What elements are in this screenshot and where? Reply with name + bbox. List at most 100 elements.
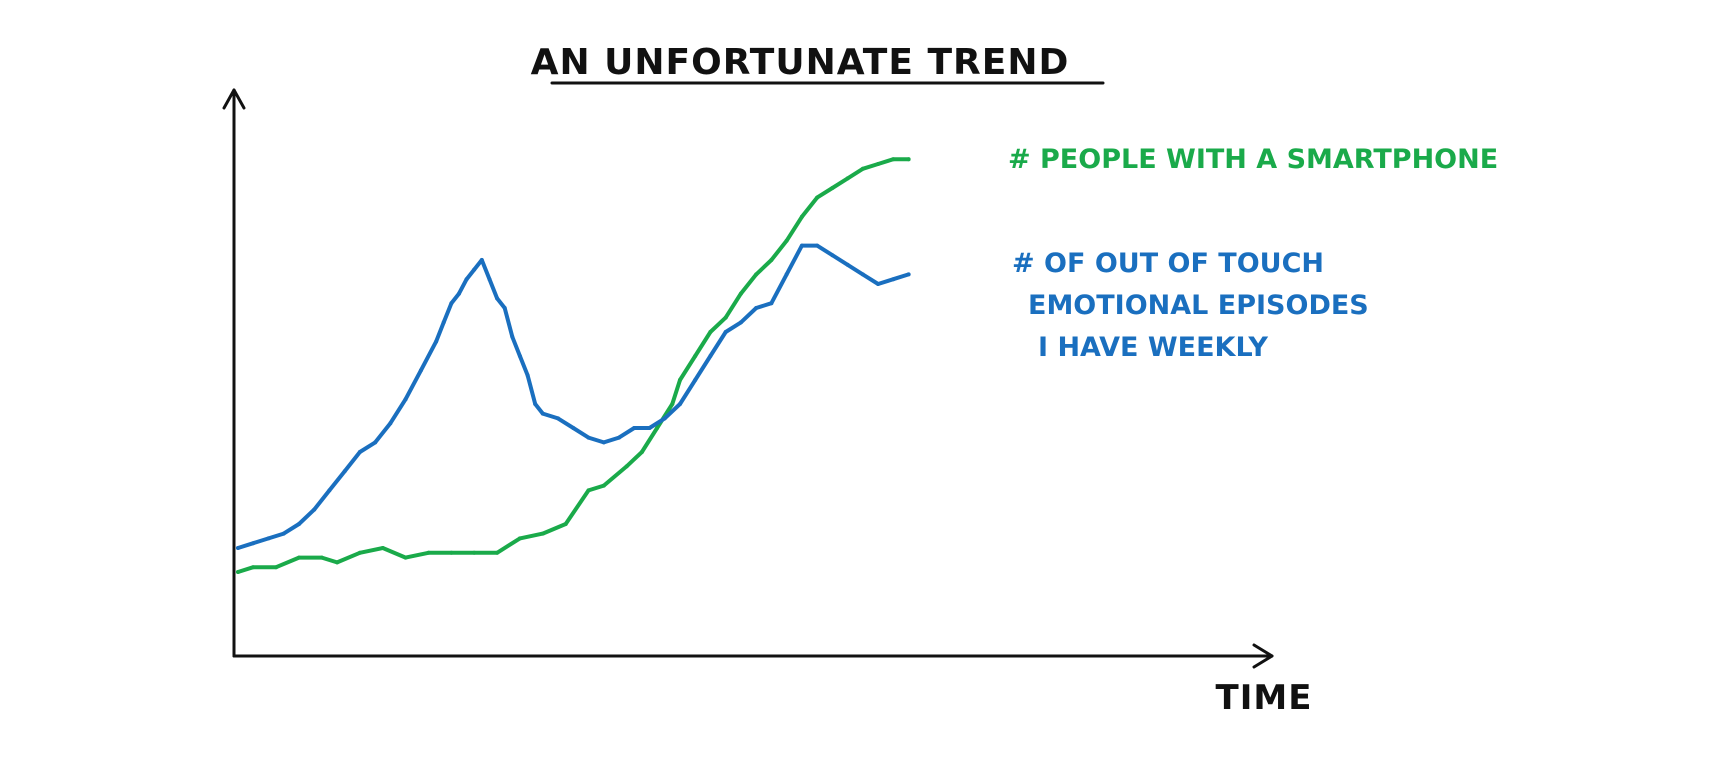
series-2-point [327, 488, 332, 493]
series-1-point [357, 550, 362, 555]
series-2-point [647, 426, 652, 430]
series-1-point [693, 354, 698, 358]
series-1-point [563, 522, 568, 526]
series-2-point [845, 262, 850, 267]
series-2-point [799, 243, 804, 248]
series-1-point [754, 272, 759, 277]
series-2-point [502, 306, 507, 310]
series-1-point [769, 258, 774, 262]
y-axis-arrowhead [222, 88, 246, 110]
series-1-point [860, 166, 865, 171]
series-2-point [784, 272, 789, 277]
series-2-point [906, 272, 911, 277]
series-2-point [403, 397, 408, 402]
series-1-point [670, 402, 675, 406]
series-2: # OF OUT OF TOUCH EMOTIONAL EPISODES I HAV… [236, 243, 1369, 550]
x-axis-arrowhead [1252, 643, 1274, 669]
series-1-point [906, 157, 911, 162]
series-2-point [357, 450, 362, 454]
series-1-point [723, 315, 728, 320]
series-2-point [236, 546, 240, 550]
series-1-point [472, 550, 477, 555]
series-2-point [540, 411, 545, 416]
series-1-label-line-1: # PEOPLE WITH A SMARTPHONE [1008, 144, 1498, 175]
series-2-point [472, 267, 477, 272]
series-2-point [297, 522, 301, 526]
series-2-point [388, 421, 393, 426]
series-1-point [274, 565, 279, 570]
series-2-point [876, 282, 881, 286]
series-1-point [891, 157, 896, 162]
series-2-point [571, 426, 576, 430]
series-1-point [449, 550, 454, 555]
series-1: # PEOPLE WITH A SMARTPHONE [236, 144, 1498, 574]
series-1-point [251, 565, 256, 570]
series-2-point [510, 334, 515, 339]
series-1-point [738, 291, 743, 296]
series-2-label-line-2: EMOTIONAL EPISODES [1028, 290, 1369, 321]
series-2-point [266, 536, 271, 541]
series-2-point [495, 296, 500, 301]
series-1-point [678, 378, 682, 382]
series-1-point [601, 483, 606, 488]
series-2-point [586, 435, 591, 440]
series-1-point [639, 450, 644, 454]
series-1-point [815, 195, 820, 200]
series-1-point [495, 550, 500, 555]
series-2-label-line-1: # OF OUT OF TOUCH [1012, 248, 1324, 279]
series-2-point [517, 354, 522, 358]
series-2-point [632, 426, 637, 430]
series-1-point [426, 550, 431, 555]
series-2-point [708, 354, 713, 358]
series-2-point [754, 306, 759, 310]
series-2-point [601, 440, 606, 445]
series-2-point [891, 277, 896, 282]
x-axis-label: TIME [1216, 678, 1313, 718]
series-1-point [540, 531, 545, 536]
series-2-label-line-3: I HAVE WEEKLY [1038, 332, 1268, 363]
series-2-point [617, 435, 621, 440]
series-2-point [457, 291, 461, 296]
series-2-point [525, 373, 530, 378]
series-2-point [738, 320, 743, 325]
series-1-point [586, 488, 591, 493]
series-1-point [845, 176, 850, 181]
series-2-point [769, 301, 774, 306]
series-2-point [312, 507, 317, 512]
series-1-point [319, 555, 324, 560]
chart-title: AN UNFORTUNATE TREND [531, 42, 1070, 83]
series-1-point [624, 464, 629, 469]
series-2-point [434, 339, 439, 344]
series-1-point [380, 546, 385, 550]
series-1-point [799, 214, 804, 219]
series-layer: # PEOPLE WITH A SMARTPHONE # OF OUT OF TO… [236, 144, 1498, 574]
series-2-point [449, 301, 454, 306]
series-2-point [464, 277, 469, 282]
series-1-point [297, 555, 301, 560]
series-2-point [723, 330, 728, 334]
series-1-point [403, 555, 408, 560]
series-2-point [815, 243, 820, 248]
series-2-point [662, 416, 667, 421]
series-2-point [418, 368, 423, 373]
series-1-point [830, 186, 835, 190]
series-2-point [373, 440, 378, 445]
series-2-point [830, 253, 835, 258]
series-1-point [784, 238, 789, 243]
series-2-point [678, 402, 682, 406]
series-1-point [335, 560, 340, 565]
series-2-point [479, 258, 484, 262]
series-2-point [533, 402, 538, 406]
series-2-point [251, 541, 256, 546]
series-1-point [876, 162, 881, 166]
series-2-point [441, 320, 446, 325]
series-2-line [236, 243, 911, 550]
series-2-point [860, 272, 865, 277]
series-2-point [693, 378, 698, 382]
series-2-point [487, 277, 492, 282]
series-2-point [281, 531, 286, 536]
series-1-point [655, 426, 660, 430]
series-1-line [236, 157, 911, 574]
series-1-point [708, 330, 713, 334]
